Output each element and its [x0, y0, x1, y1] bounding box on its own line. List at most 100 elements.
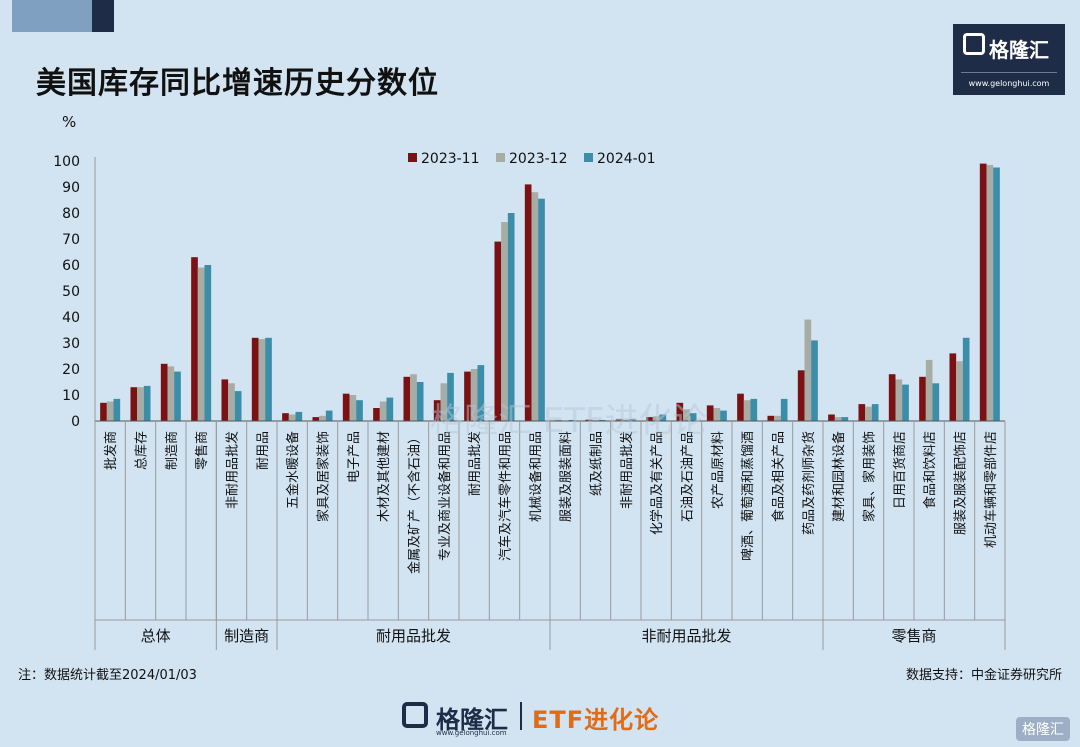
x-tick-label: 制造商	[165, 431, 180, 470]
bar-2023-12	[349, 395, 357, 421]
bar-2023-12	[895, 379, 903, 421]
logo-url: www.gelonghui.com	[968, 79, 1050, 88]
bar-2023-12	[137, 387, 144, 421]
x-tick-label: 耐用品	[256, 431, 271, 470]
bar-2023-11	[585, 419, 593, 421]
bar-2024-01	[750, 398, 758, 421]
group-label: 非耐用品批发	[641, 627, 731, 645]
x-tick-label: 非耐用品批发	[619, 431, 635, 509]
bar-2024-01	[174, 371, 181, 421]
bar-2024-01	[993, 167, 1000, 421]
bar-2024-01	[902, 384, 909, 421]
x-tick-label: 食品和饮料店	[922, 431, 938, 509]
x-tick-label: 药品及药剂师杂货	[801, 431, 817, 535]
x-tick-label: 非耐用品批发	[225, 431, 241, 509]
logo-mark-icon	[963, 33, 985, 55]
legend-swatch	[584, 153, 593, 162]
y-tick-label: 0	[71, 414, 80, 430]
bar-2024-01	[295, 411, 303, 421]
header-accent-dark	[92, 0, 114, 32]
x-tick-label: 啤酒、葡萄酒和蒸馏酒	[741, 431, 756, 561]
bar-2023-11	[282, 413, 289, 421]
bar-2023-11	[191, 257, 198, 421]
bar-2024-01	[356, 400, 363, 421]
bar-2024-01	[720, 410, 727, 421]
x-tick-label: 纸及纸制品	[590, 431, 605, 496]
y-tick-label: 40	[62, 310, 80, 326]
bar-2023-12	[167, 366, 175, 421]
logo-name: 格隆汇	[989, 38, 1049, 62]
bar-2023-11	[858, 404, 866, 421]
footer-logo-icon	[402, 702, 428, 728]
legend-swatch	[408, 153, 417, 162]
bar-2023-11	[676, 402, 684, 421]
bar-2024-01	[932, 383, 940, 421]
x-tick-label: 电子产品	[347, 431, 362, 483]
x-tick-label: 五金水暖设备	[285, 431, 301, 509]
bar-2024-01	[598, 419, 606, 421]
bar-2023-12	[228, 383, 235, 421]
y-tick-label: 30	[62, 336, 80, 352]
x-tick-label: 服装及服装配饰店	[954, 431, 969, 535]
bar-2024-01	[659, 414, 667, 421]
bar-2024-01	[689, 413, 697, 421]
bar-2024-01	[871, 404, 879, 421]
legend-label: 2024-01	[597, 151, 656, 167]
bar-2023-12	[319, 415, 326, 421]
bar-2023-11	[100, 402, 107, 421]
bar-2023-12	[622, 419, 630, 421]
header-accent-light	[12, 0, 92, 32]
bar-2023-11	[251, 337, 259, 421]
bar-2024-01	[538, 198, 545, 421]
bar-2024-01	[962, 337, 970, 421]
bar-2024-01	[477, 365, 485, 421]
group-label: 制造商	[224, 627, 269, 645]
bar-2023-11	[494, 241, 502, 421]
bar-2023-11	[979, 163, 987, 421]
x-tick-label: 建材和园林设备	[831, 431, 847, 522]
bar-2023-12	[865, 406, 872, 421]
x-tick-label: 家具、家用装饰	[862, 431, 878, 522]
bar-2023-11	[403, 376, 411, 421]
bar-2023-11	[160, 363, 168, 421]
logo-divider	[961, 72, 1057, 73]
x-tick-label: 日用百货商店	[892, 431, 908, 509]
bar-2023-11	[706, 405, 714, 421]
bar-2024-01	[416, 382, 424, 421]
x-tick-label: 食品及相关产品	[771, 431, 787, 522]
x-tick-label: 农产品原材料	[711, 431, 726, 509]
bar-2023-11	[342, 393, 350, 421]
bar-2024-01	[265, 337, 272, 421]
bar-2024-01	[325, 410, 333, 421]
bar-2023-12	[197, 267, 205, 421]
x-tick-label: 汽车及汽车零件和用品	[498, 431, 514, 561]
bar-2023-12	[743, 400, 751, 421]
bar-2023-12	[379, 401, 387, 421]
bar-2024-01	[811, 340, 818, 421]
footnote: 注：数据统计截至2024/01/03	[18, 668, 197, 683]
bar-2024-01	[447, 372, 454, 421]
bar-2023-11	[524, 184, 532, 421]
legend-label: 2023-11	[421, 151, 480, 167]
bar-2024-01	[841, 417, 849, 421]
bar-2023-11	[464, 371, 471, 421]
bar-2023-11	[221, 379, 229, 421]
bar-2023-12	[925, 359, 933, 421]
x-tick-label: 批发商	[103, 431, 119, 470]
footer-banner: 格隆汇 www.gelonghui.com ETF进化论	[0, 696, 1080, 738]
x-tick-label: 专业及商业设备和用品	[437, 431, 453, 561]
bar-2023-12	[834, 417, 842, 421]
center-watermark: 格隆汇 ETF进化论	[430, 401, 707, 441]
bar-2023-12	[956, 361, 963, 421]
corner-watermark: 格隆汇	[1016, 717, 1070, 741]
bar-2023-12	[501, 222, 508, 421]
footer-brand-name: 格隆汇	[436, 706, 508, 734]
x-tick-label: 机动车辆和零部件店	[983, 431, 999, 548]
bar-2024-01	[143, 385, 151, 421]
group-label: 零售商	[891, 627, 936, 645]
bar-2023-12	[774, 415, 781, 421]
bar-2023-11	[373, 408, 380, 421]
bar-2023-12	[986, 164, 994, 421]
x-tick-label: 服装及服装面料	[559, 431, 574, 522]
